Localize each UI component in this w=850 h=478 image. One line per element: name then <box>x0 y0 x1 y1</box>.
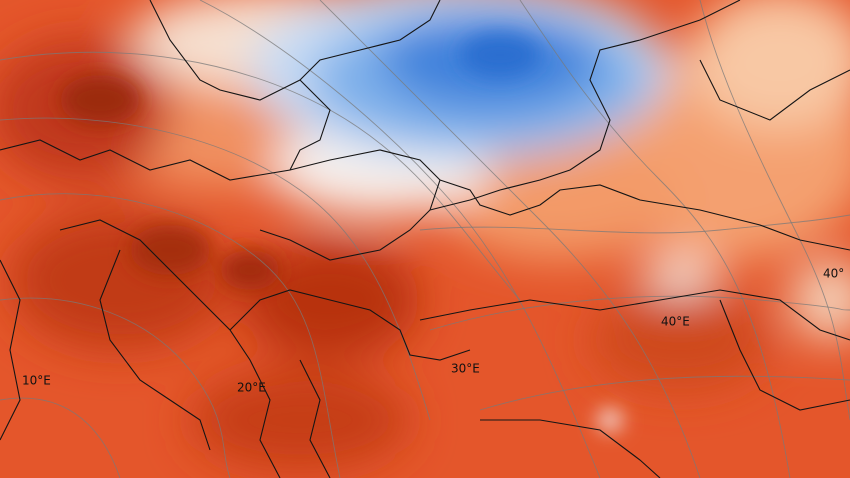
longitude-label: 30°E <box>451 362 480 376</box>
longitude-label: 40° <box>823 267 844 281</box>
longitude-labels: 10°E 20°E 30°E 40°E 40° <box>22 267 844 395</box>
longitude-label: 10°E <box>22 374 51 388</box>
longitude-label: 40°E <box>661 315 690 329</box>
longitude-label: 20°E <box>237 381 266 395</box>
